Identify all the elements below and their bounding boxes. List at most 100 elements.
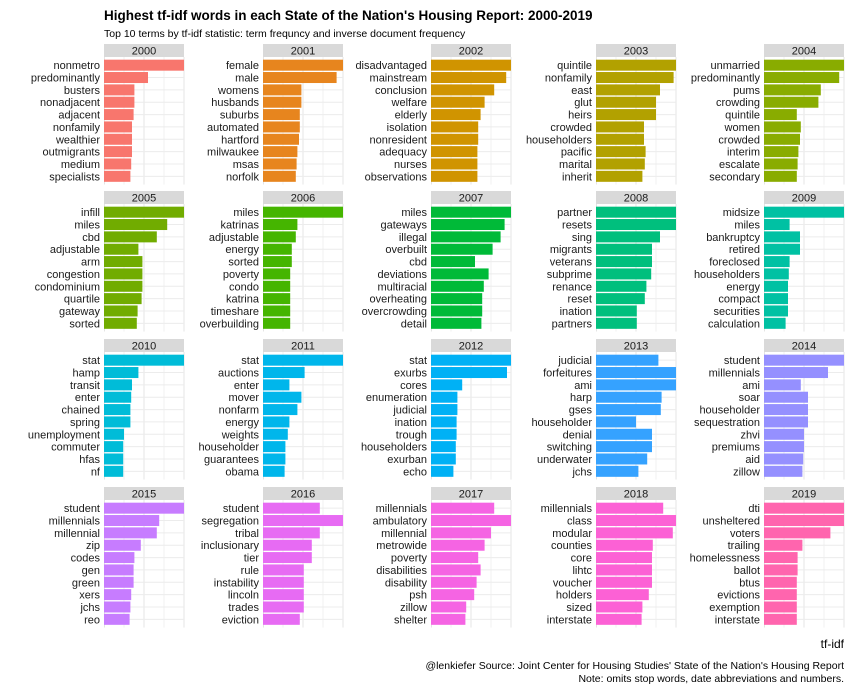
term-label: sing [572, 232, 592, 244]
term-label: exurbs [394, 368, 428, 380]
bar [764, 146, 799, 158]
term-label: enter [75, 392, 100, 404]
term-label: student [64, 503, 100, 515]
term-label: glut [574, 97, 592, 109]
caption-source: @lenkiefer Source: Joint Center for Hous… [425, 660, 844, 672]
bar [263, 219, 298, 231]
term-label: condominium [35, 281, 100, 293]
bar [596, 613, 642, 625]
bar [104, 170, 131, 182]
term-label: women [724, 122, 760, 134]
term-label: evictions [717, 590, 760, 602]
term-label: millennial [54, 528, 100, 540]
term-label: student [724, 355, 760, 367]
term-label: partner [557, 207, 592, 219]
bar [764, 121, 801, 133]
bar [104, 158, 132, 170]
term-label: transit [70, 380, 100, 392]
term-label: lihtc [572, 565, 592, 577]
bar [263, 416, 290, 428]
term-label: busters [64, 85, 101, 97]
term-label: modular [552, 528, 592, 540]
term-label: katrina [226, 294, 260, 306]
term-label: enter [234, 380, 259, 392]
term-label: milwaukee [207, 147, 259, 159]
bar [764, 441, 804, 453]
term-label: enumeration [366, 392, 427, 404]
term-label: illegal [399, 232, 427, 244]
term-label: condo [229, 281, 259, 293]
term-label: pacific [561, 147, 593, 159]
bar [764, 354, 844, 366]
bar [431, 527, 491, 539]
bar [104, 552, 135, 564]
bar [263, 243, 292, 255]
term-label: detail [401, 318, 427, 330]
bar [431, 72, 507, 84]
bar [104, 601, 131, 613]
bar [764, 564, 798, 576]
bar [764, 158, 798, 170]
term-label: welfare [391, 97, 427, 109]
bar [263, 231, 296, 243]
term-label: securities [714, 306, 761, 318]
facet-strip [104, 191, 184, 204]
term-label: zip [86, 540, 100, 552]
term-label: green [72, 577, 100, 589]
term-label: adjustable [209, 232, 259, 244]
bar [764, 84, 821, 96]
bar [431, 367, 507, 379]
bar [263, 367, 305, 379]
term-label: adjustable [50, 244, 100, 256]
bar [431, 502, 495, 514]
bar [104, 206, 184, 218]
bar [596, 515, 676, 527]
term-label: interim [727, 147, 760, 159]
bar [596, 305, 637, 317]
term-label: stat [241, 355, 259, 367]
bar [764, 268, 789, 280]
term-label: reo [84, 614, 100, 626]
bar [263, 613, 300, 625]
term-label: student [223, 503, 259, 515]
bar [263, 59, 343, 71]
bar [263, 404, 298, 416]
facet-year-label: 2012 [459, 341, 483, 353]
term-label: heirs [568, 110, 592, 122]
bar [764, 231, 800, 243]
bar [104, 133, 132, 145]
bar [596, 206, 676, 218]
bar [431, 391, 458, 403]
term-label: resets [562, 220, 592, 232]
term-label: shelter [394, 614, 427, 626]
term-label: predominantly [691, 73, 761, 85]
bar [104, 465, 124, 477]
term-label: arm [81, 257, 100, 269]
term-label: miles [401, 207, 427, 219]
bar [104, 317, 137, 329]
term-label: nonadjacent [40, 97, 100, 109]
bar [764, 280, 788, 292]
bar [431, 59, 511, 71]
term-label: weights [221, 429, 260, 441]
bar [104, 379, 132, 391]
bar [596, 317, 637, 329]
bar [431, 428, 457, 440]
term-label: interstate [547, 614, 592, 626]
bar [263, 354, 343, 366]
bar [596, 72, 674, 84]
bar [764, 379, 801, 391]
term-label: unsheltered [703, 516, 761, 528]
term-label: overbuilt [385, 244, 427, 256]
bar [104, 564, 134, 576]
bar [104, 59, 184, 71]
bar [596, 354, 659, 366]
term-label: ambulatory [373, 516, 428, 528]
bar [104, 256, 143, 268]
facet-strip [104, 487, 184, 500]
bar [263, 305, 291, 317]
bar [431, 109, 481, 121]
bar [596, 158, 645, 170]
chart-caption: @lenkiefer Source: Joint Center for Hous… [425, 660, 844, 686]
bar [596, 367, 676, 379]
